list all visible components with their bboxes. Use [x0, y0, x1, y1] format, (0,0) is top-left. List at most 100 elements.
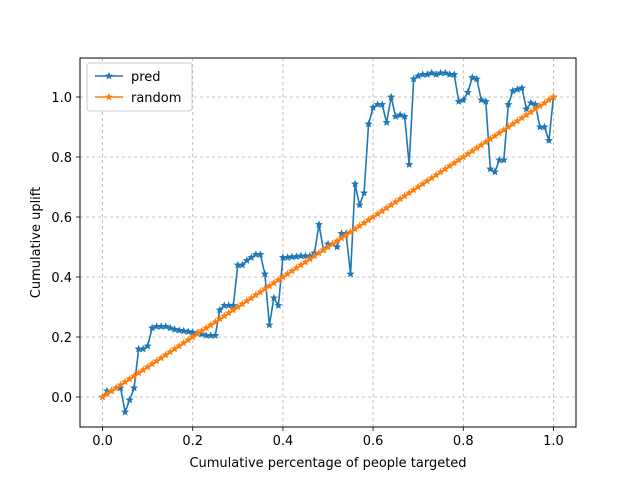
x-tick-label: 1.0	[543, 434, 564, 449]
data-point-random	[197, 326, 206, 335]
data-point-random	[301, 257, 310, 266]
data-point-pred	[166, 323, 175, 332]
plot-frame	[79, 57, 577, 428]
y-axis-label: Cumulative uplift	[29, 187, 44, 299]
data-point-pred	[445, 70, 454, 78]
data-point-random	[319, 245, 328, 254]
data-point-random	[535, 101, 544, 110]
data-point-random	[229, 305, 238, 314]
data-point-random	[526, 107, 535, 116]
data-point-pred	[396, 110, 405, 119]
series-layer	[98, 68, 558, 416]
data-point-random	[242, 296, 251, 305]
data-point-pred	[454, 97, 463, 105]
data-point-pred	[513, 85, 522, 93]
data-point-random	[504, 122, 513, 131]
data-point-pred	[409, 74, 418, 83]
data-point-pred	[301, 251, 310, 260]
data-point-pred	[373, 100, 382, 108]
data-point-random	[540, 98, 549, 107]
grid	[80, 58, 576, 427]
data-point-random	[333, 236, 342, 245]
data-point-random	[445, 161, 454, 170]
data-point-pred	[414, 71, 423, 80]
data-point-pred	[314, 220, 323, 228]
legend-marker-pred	[105, 71, 113, 80]
data-point-pred	[220, 301, 229, 309]
data-point-pred	[130, 383, 139, 392]
data-point-random	[193, 329, 202, 338]
data-point-pred	[405, 160, 414, 168]
x-axis: 0.0 0.2 0.4 0.6 0.8 1.0	[92, 427, 564, 449]
data-point-random	[98, 392, 107, 401]
data-point-random	[161, 350, 170, 359]
data-point-random	[522, 110, 531, 119]
data-point-pred	[278, 253, 287, 261]
data-point-random	[387, 200, 396, 209]
data-point-pred	[292, 252, 301, 260]
data-point-pred	[423, 70, 432, 78]
data-point-random	[278, 272, 287, 281]
data-point-random	[148, 359, 157, 368]
data-point-random	[360, 218, 369, 227]
data-point-pred	[459, 95, 468, 104]
y-tick-label: 0.6	[51, 211, 72, 226]
x-tick-label: 0.4	[273, 434, 294, 449]
data-point-pred	[211, 331, 220, 339]
data-point-pred	[481, 97, 490, 105]
data-point-random	[382, 203, 391, 212]
data-point-pred	[283, 253, 292, 261]
y-tick-label: 1.0	[51, 91, 72, 106]
data-point-random	[121, 377, 130, 386]
data-point-random	[125, 374, 134, 383]
data-point-random	[342, 230, 351, 239]
data-point-random	[477, 140, 486, 149]
data-point-random	[166, 347, 175, 356]
data-point-random	[427, 173, 436, 182]
data-point-pred	[441, 68, 450, 77]
data-point-random	[459, 152, 468, 161]
data-point-pred	[526, 98, 535, 107]
data-point-pred	[364, 119, 373, 128]
data-point-pred	[274, 301, 283, 309]
data-point-random	[441, 164, 450, 173]
data-point-pred	[260, 269, 269, 278]
y-tick-label: 0.0	[51, 391, 72, 406]
data-point-random	[544, 95, 553, 104]
x-tick-label: 0.2	[182, 434, 203, 449]
data-point-pred	[427, 68, 436, 77]
data-point-random	[481, 137, 490, 146]
data-point-pred	[432, 70, 441, 78]
data-point-pred	[229, 301, 238, 309]
data-point-pred	[495, 155, 504, 164]
data-point-pred	[184, 327, 193, 335]
data-point-pred	[197, 329, 206, 338]
data-point-random	[247, 293, 256, 302]
data-point-pred	[387, 92, 396, 101]
data-point-pred	[157, 322, 166, 330]
y-tick-label: 0.2	[51, 331, 72, 346]
data-point-pred	[233, 260, 242, 269]
data-point-pred	[504, 100, 513, 108]
data-point-random	[251, 290, 260, 299]
data-point-random	[378, 206, 387, 215]
data-point-pred	[215, 305, 224, 314]
data-point-random	[364, 215, 373, 224]
legend-entry-pred: pred	[95, 70, 161, 85]
x-tick-label: 0.8	[453, 434, 474, 449]
data-point-pred	[238, 260, 247, 269]
data-point-pred	[242, 256, 251, 264]
data-point-pred	[170, 325, 179, 333]
data-point-random	[436, 167, 445, 176]
data-point-random	[346, 227, 355, 236]
data-point-random	[468, 146, 477, 155]
data-point-pred	[535, 122, 544, 131]
data-point-pred	[508, 86, 517, 95]
data-point-pred	[531, 100, 540, 108]
data-point-pred	[121, 407, 130, 416]
data-point-pred	[472, 74, 481, 83]
data-point-random	[324, 242, 332, 251]
data-point-random	[391, 197, 400, 206]
data-point-pred	[346, 269, 355, 278]
